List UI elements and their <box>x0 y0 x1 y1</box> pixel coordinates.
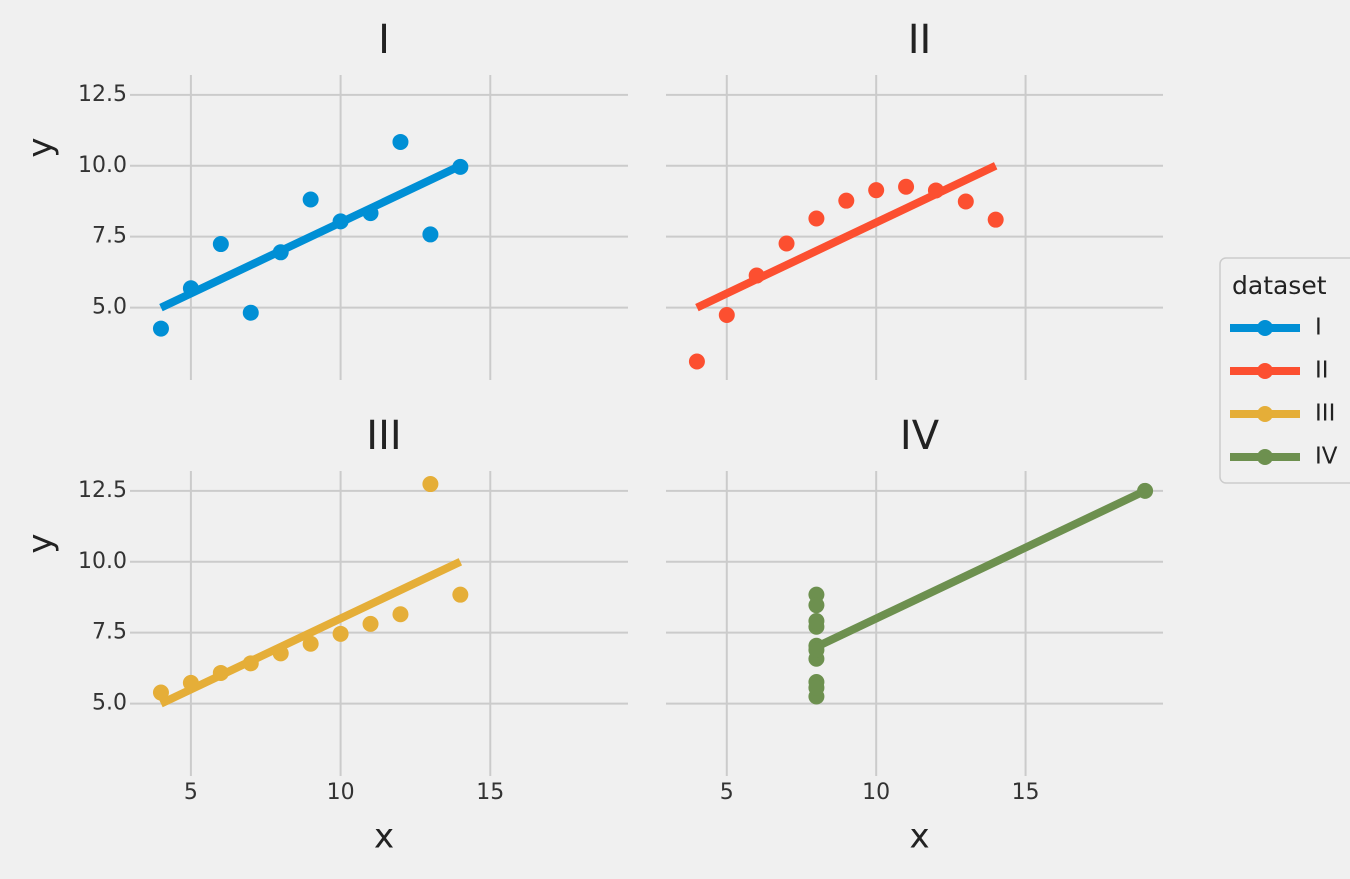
point <box>688 353 705 370</box>
fit-line <box>159 558 463 708</box>
point <box>302 635 319 652</box>
panel: 5.0 7.5 10.0 12.5 Iy <box>21 17 628 380</box>
point <box>152 684 169 701</box>
x-tick-label: 15 <box>1012 780 1040 805</box>
point <box>362 205 379 222</box>
fit-line <box>695 162 998 312</box>
legend-marker <box>1257 449 1273 465</box>
point <box>927 182 944 199</box>
legend-label: IV <box>1315 444 1338 470</box>
point <box>182 280 199 297</box>
point <box>452 158 469 175</box>
y-tick-label: 7.5 <box>92 224 127 249</box>
legend-marker <box>1257 363 1273 379</box>
y-axis-label: y <box>21 137 61 157</box>
x-tick-label: 10 <box>862 780 890 805</box>
y-tick-label: 12.5 <box>78 82 127 107</box>
point <box>748 267 765 284</box>
point <box>392 133 409 150</box>
point <box>182 674 199 691</box>
legend-label: II <box>1315 358 1329 384</box>
x-axis-label: x <box>909 817 929 857</box>
legend-label: I <box>1315 315 1322 341</box>
point <box>838 192 855 209</box>
point <box>212 664 229 681</box>
point <box>957 193 974 210</box>
y-tick-label: 12.5 <box>78 478 127 503</box>
point <box>392 606 409 623</box>
legend-label: III <box>1315 401 1335 427</box>
x-tick-label: 10 <box>327 780 355 805</box>
point <box>272 645 289 662</box>
point <box>422 226 439 243</box>
point <box>987 211 1004 228</box>
point <box>242 655 259 672</box>
point <box>778 235 795 252</box>
panel: II <box>666 17 1163 380</box>
point <box>452 586 469 603</box>
x-tick-label: 5 <box>720 780 734 805</box>
point <box>808 597 825 614</box>
legend-title: dataset <box>1232 271 1327 300</box>
panel-title: I <box>378 17 390 63</box>
y-tick-label: 7.5 <box>92 620 127 645</box>
panel-title: II <box>908 17 932 63</box>
point <box>422 476 439 493</box>
fit-line <box>814 487 1147 651</box>
panel: 5 10 15 5.0 7.5 10.0 12.5 III x y <box>21 413 628 857</box>
point <box>868 182 885 199</box>
point <box>808 679 825 696</box>
point <box>302 191 319 208</box>
y-axis-label: y <box>21 533 61 553</box>
legend-marker <box>1257 406 1273 422</box>
legend-marker <box>1257 320 1273 336</box>
y-tick-label: 10.0 <box>78 549 127 574</box>
point <box>362 615 379 632</box>
x-axis-label: x <box>374 817 394 857</box>
point <box>808 210 825 227</box>
point <box>242 304 259 321</box>
panel-title: IV <box>900 413 940 459</box>
x-tick-label: 5 <box>184 780 198 805</box>
point <box>898 178 915 195</box>
y-tick-label: 5.0 <box>92 295 127 320</box>
point <box>808 641 825 658</box>
point <box>272 244 289 261</box>
panel: 5 10 15 IV x <box>666 413 1163 857</box>
point <box>332 625 349 642</box>
point <box>332 213 349 230</box>
panel-title: III <box>366 413 401 459</box>
point <box>718 306 735 323</box>
y-tick-label: 5.0 <box>92 691 127 716</box>
x-tick-label: 15 <box>476 780 504 805</box>
point <box>808 613 825 630</box>
fit-line <box>159 162 463 312</box>
y-tick-label: 10.0 <box>78 153 127 178</box>
point <box>212 236 229 253</box>
point <box>152 320 169 337</box>
point <box>1137 482 1154 499</box>
